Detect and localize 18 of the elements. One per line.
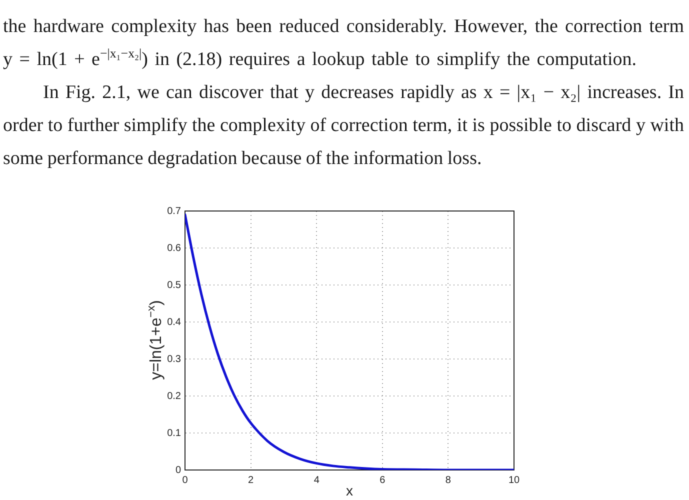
line-series bbox=[185, 213, 514, 470]
x-tick-label: 6 bbox=[380, 474, 386, 486]
y-tick-label: 0.6 bbox=[167, 242, 182, 254]
x-axis-title: x bbox=[346, 482, 353, 498]
text: the hardware complexity has been reduced considerably. However, the correction term y = ln(1 + e$^{−|x₁−x₂|}$) in (2.18) requires a lookup table to simplify the computation. bbox=[3, 15, 684, 72]
y-tick-label: 0.2 bbox=[167, 390, 182, 402]
x-tick-label: 10 bbox=[508, 474, 520, 486]
y-tick-label: 0.7 bbox=[167, 206, 182, 217]
x-tick-label: 0 bbox=[182, 474, 188, 486]
x-tick-label: 4 bbox=[314, 474, 320, 486]
y-tick-label: 0 bbox=[175, 464, 182, 476]
x-tick-label: 8 bbox=[445, 474, 452, 486]
text: In Fig. 2.1, we can discover that y decreases rapidly as x = |x₁ − x₂| increases. In order to further simplify the complexity of correction term, it is possible to discard y with some performance degradation because of the information loss. bbox=[3, 81, 684, 171]
y-tick-label: 0.3 bbox=[167, 354, 182, 365]
y-tick-label: 0.1 bbox=[167, 428, 182, 439]
x-tick-label: 2 bbox=[248, 474, 254, 486]
y-tick-label: 0.4 bbox=[167, 316, 182, 328]
y-tick-label: 0.5 bbox=[167, 280, 182, 291]
